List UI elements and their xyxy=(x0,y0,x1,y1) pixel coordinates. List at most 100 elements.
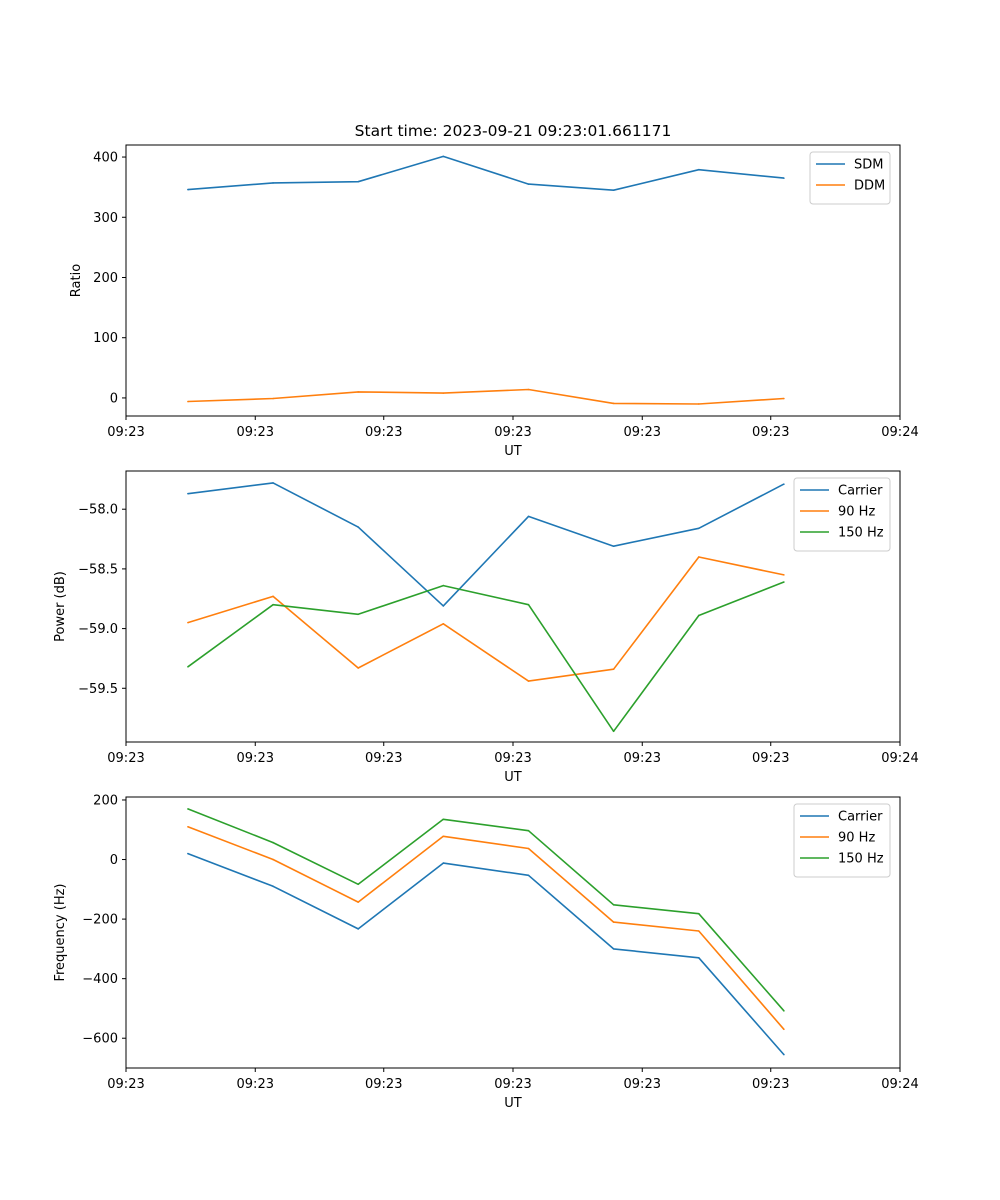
data-point xyxy=(612,921,615,923)
data-point xyxy=(357,901,360,903)
data-point xyxy=(527,388,530,391)
y-tick-label: 0 xyxy=(110,853,118,868)
data-point xyxy=(442,605,445,607)
y-tick-label: −59.0 xyxy=(78,622,118,637)
data-point xyxy=(357,526,360,528)
data-point xyxy=(612,730,615,733)
data-point xyxy=(357,180,360,183)
x-tick-label: 09:23 xyxy=(752,751,789,766)
y-tick-label: 200 xyxy=(93,271,118,286)
data-point xyxy=(612,948,615,950)
data-point xyxy=(527,829,530,832)
x-tick-label: 09:23 xyxy=(752,425,789,440)
data-point xyxy=(783,1053,785,1056)
x-tick-label: 09:23 xyxy=(365,425,402,440)
frequency-plot: 09:23 09:23 09:23 09:23 09:23 09:23 09:24 200 0 −… xyxy=(53,793,919,1111)
y-tick-label: 100 xyxy=(93,331,118,346)
legend-entry: Carrier xyxy=(838,484,883,499)
data-point xyxy=(272,885,274,888)
data-point xyxy=(187,492,189,495)
y-tick-label: 400 xyxy=(93,151,118,166)
data-point xyxy=(527,847,530,850)
data-point xyxy=(783,397,785,400)
x-tick-label: 09:23 xyxy=(494,1077,531,1092)
x-tick-label: 09:23 xyxy=(237,751,274,766)
data-point xyxy=(612,402,615,405)
data-point xyxy=(357,613,360,616)
y-tick-label: −200 xyxy=(82,913,118,928)
y-axis-label: Ratio xyxy=(69,264,84,297)
data-point xyxy=(697,930,700,932)
legend: SDM DDM xyxy=(809,151,891,205)
data-point xyxy=(272,182,274,184)
data-point xyxy=(272,397,274,400)
data-point xyxy=(612,668,615,670)
x-tick-label: 09:23 xyxy=(365,1077,402,1092)
data-point xyxy=(527,874,530,877)
data-point xyxy=(442,835,445,838)
data-point xyxy=(697,168,700,171)
series-line-90-hz xyxy=(187,826,785,1030)
legend: Carrier 90 Hz 150 Hz xyxy=(793,477,891,552)
series-line-carrier xyxy=(187,852,785,1056)
x-tick-label: 09:23 xyxy=(624,1077,661,1092)
legend-entry: 90 Hz xyxy=(838,505,875,520)
data-point xyxy=(527,680,530,682)
x-tick-label: 09:23 xyxy=(494,751,531,766)
x-tick-label: 09:23 xyxy=(494,425,531,440)
data-point xyxy=(442,862,445,864)
y-tick-label: 0 xyxy=(110,391,118,406)
plot-frame xyxy=(125,796,901,1069)
data-point xyxy=(272,595,274,598)
x-tick-label: 09:23 xyxy=(107,751,144,766)
series-line-sdm xyxy=(187,155,784,191)
data-point xyxy=(187,188,189,191)
series-line-150-hz xyxy=(187,808,785,1012)
y-tick-label: −400 xyxy=(82,972,118,987)
data-point xyxy=(272,841,274,844)
legend-box xyxy=(809,151,891,205)
data-point xyxy=(783,581,785,583)
ratio-plot: 09:23 09:23 09:23 09:23 09:23 09:23 09:24 0 100 2… xyxy=(69,144,919,459)
data-point xyxy=(357,667,360,669)
data-point xyxy=(783,177,785,179)
power-plot: 09:23 09:23 09:23 09:23 09:23 09:23 09:24 −58.0… xyxy=(53,470,919,785)
y-axis-label: Frequency (Hz) xyxy=(53,883,68,981)
legend-entry: Carrier xyxy=(838,810,883,825)
data-point xyxy=(612,189,615,191)
x-tick-label: 09:23 xyxy=(624,751,661,766)
y-tick-label: 300 xyxy=(93,211,118,226)
data-point xyxy=(783,1028,785,1031)
data-point xyxy=(442,392,445,394)
x-tick-label: 09:24 xyxy=(881,751,918,766)
y-tick-label: −58.0 xyxy=(78,503,118,518)
x-tick-label: 09:23 xyxy=(107,1077,144,1092)
figure-title: Start time: 2023-09-21 09:23:01.661171 xyxy=(355,122,672,140)
y-tick-label: −58.5 xyxy=(78,562,118,577)
y-tick-label: −600 xyxy=(82,1032,118,1047)
data-point xyxy=(783,574,785,576)
plots: 09:23 09:23 09:23 09:23 09:23 09:23 09:24 0 100 2… xyxy=(53,144,919,1111)
x-axis-label: UT xyxy=(504,1096,522,1111)
legend: Carrier 90 Hz 150 Hz xyxy=(793,803,891,878)
data-point xyxy=(187,825,189,828)
x-tick-label: 09:23 xyxy=(237,1077,274,1092)
data-point xyxy=(697,556,700,558)
series-line-150-hz xyxy=(187,581,785,733)
data-point xyxy=(187,621,189,624)
y-axis-label: Power (dB) xyxy=(53,571,68,642)
x-axis-label: UT xyxy=(504,444,522,459)
data-point xyxy=(697,957,700,959)
data-point xyxy=(187,665,189,668)
data-point xyxy=(527,183,530,185)
series-line-90-hz xyxy=(187,556,785,682)
legend-entry: SDM xyxy=(854,158,883,173)
legend-entry: 150 Hz xyxy=(838,526,884,541)
data-point xyxy=(527,603,530,606)
data-point xyxy=(697,403,700,405)
data-point xyxy=(357,391,360,393)
x-axis-label: UT xyxy=(504,770,522,785)
data-point xyxy=(272,482,274,484)
x-tick-label: 09:23 xyxy=(107,425,144,440)
